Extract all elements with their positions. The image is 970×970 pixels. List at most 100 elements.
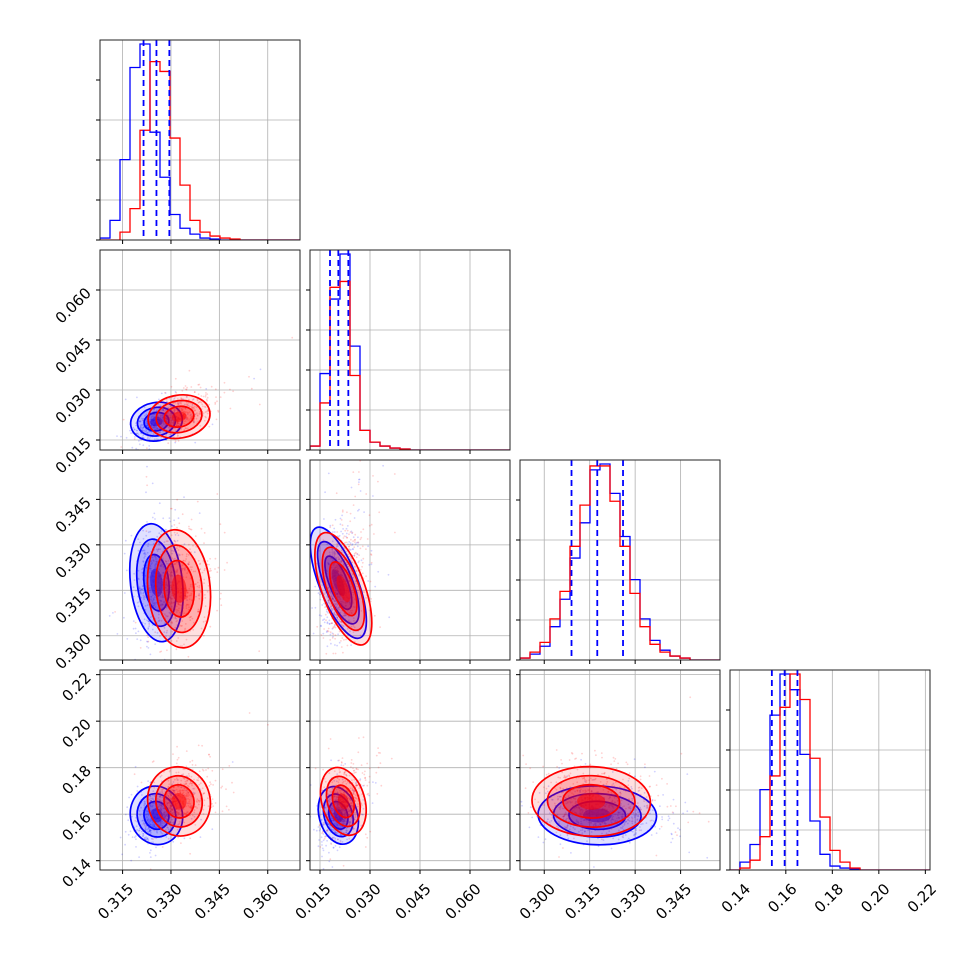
panel-2-0-point xyxy=(161,595,164,597)
panel-2-1-point xyxy=(344,614,347,616)
panel-1-0-point xyxy=(180,402,183,405)
panel-3-1-contour-0-2 xyxy=(327,800,349,830)
panel-2-0-point xyxy=(156,548,158,551)
panel-3-1-density-0-3 xyxy=(333,808,344,823)
panel-3-0-point xyxy=(135,835,137,837)
panel-3-0-point xyxy=(158,799,161,801)
panel-2-1-point xyxy=(351,612,353,615)
panel-3-0-point xyxy=(183,789,185,792)
panel-2-0-point xyxy=(181,620,184,622)
panel-3-0-point xyxy=(173,791,176,794)
panel-2-1-point xyxy=(352,471,355,473)
panel-3-0-point xyxy=(161,820,164,823)
panel-2-1-point xyxy=(339,517,342,520)
panel-2-0-point xyxy=(189,566,192,568)
panel-1-0-point xyxy=(170,421,173,424)
panel-2-1-contour-0-1 xyxy=(316,540,360,625)
panel-3-0-point xyxy=(193,792,196,794)
panel-3-2-point xyxy=(557,827,560,829)
panel-2-0-point xyxy=(163,541,166,543)
panel-3-1-point xyxy=(336,802,338,805)
panel-3-0-point xyxy=(142,834,145,837)
panel-3-1-point xyxy=(347,808,350,811)
panel-1-0-point xyxy=(139,420,142,423)
panel-3-1-point xyxy=(320,836,323,839)
panel-3-1-point xyxy=(336,791,339,793)
panel-1-0-point xyxy=(169,416,171,419)
panel-1-0-point xyxy=(200,401,203,404)
panel-3-2-point xyxy=(538,792,541,794)
panel-3-0-point xyxy=(164,814,167,817)
panel-3-0-point xyxy=(150,805,152,807)
panel-1-0-point xyxy=(216,400,218,403)
panel-2-1-point xyxy=(337,664,339,666)
panel-3-0-point xyxy=(176,785,179,788)
panel-2-0-point xyxy=(143,557,146,559)
panel-2-1-point xyxy=(346,511,348,514)
panel-1-0-point xyxy=(146,425,148,427)
panel-2-1-point xyxy=(343,663,345,665)
panel-1-1-marks xyxy=(310,250,510,450)
panel-3-0-point xyxy=(127,833,130,836)
panel-3-1-point xyxy=(334,791,336,793)
panel-3-0-point xyxy=(152,798,155,801)
panel-2-0-point xyxy=(156,560,158,563)
panel-1-0-point xyxy=(156,427,159,430)
panel-3-0-point xyxy=(159,795,162,798)
panel-2-0-point xyxy=(189,577,192,580)
panel-2-0-point xyxy=(137,549,140,552)
panel-3-0-point xyxy=(181,789,184,792)
panel-3-0-point xyxy=(165,836,168,838)
panel-2-1-point xyxy=(337,570,340,572)
panel-2-1-point xyxy=(359,490,362,492)
panel-2-0-point xyxy=(182,576,185,578)
panel-2-0-point xyxy=(189,616,192,618)
panel-2-0-point xyxy=(147,620,150,623)
panel-2-1-point xyxy=(319,593,321,596)
panel-1-0-point xyxy=(176,422,179,424)
panel-2-1-point xyxy=(344,541,347,544)
panel-3-0-point xyxy=(124,843,126,846)
panel-2-0-point xyxy=(186,572,189,574)
panel-3-1-point xyxy=(338,807,341,810)
panel-1-0-point xyxy=(191,399,194,401)
panel-2-1-point xyxy=(352,576,355,579)
panel-2-0-point xyxy=(148,589,151,592)
panel-3-1-point xyxy=(340,825,342,828)
panel-2-0-point xyxy=(206,560,209,562)
panel-1-0-point xyxy=(253,377,256,380)
panel-2-1-point xyxy=(354,551,357,554)
panel-3-0-point xyxy=(160,807,162,809)
panel-3-2-point xyxy=(566,775,569,778)
panel-3-2-point xyxy=(579,791,581,794)
panel-3-0-point xyxy=(189,837,192,840)
panel-3-1-point xyxy=(324,806,327,809)
panel-2-0-point xyxy=(198,593,201,595)
panel-2-1-point xyxy=(353,619,355,622)
panel-2-1-point xyxy=(327,562,330,565)
panel-3-1-point xyxy=(331,788,334,791)
panel-2-0-point xyxy=(132,586,135,589)
panel-3-0-point xyxy=(172,789,174,792)
panel-3-0-point xyxy=(147,831,150,833)
panel-3-1-point xyxy=(359,779,361,782)
panel-3-0-point xyxy=(110,876,112,878)
panel-2-0-point xyxy=(184,627,187,630)
panel-1-0-point xyxy=(176,421,178,424)
panel-3-1-point xyxy=(351,787,354,790)
panel-3-1-point xyxy=(349,802,352,804)
panel-2-0-point xyxy=(198,597,201,600)
panel-1-0-point xyxy=(176,402,179,404)
panel-2-1-point xyxy=(338,641,341,644)
panel-2-1-point xyxy=(332,608,335,611)
panel-3-2-point xyxy=(605,803,608,806)
panel-2-0-point xyxy=(188,561,191,564)
panel-3-0-point xyxy=(129,830,132,833)
panel-3-1-point xyxy=(348,809,351,812)
panel-3-1-point xyxy=(364,776,367,779)
panel-3-1-point xyxy=(344,773,347,776)
panel-3-0-point xyxy=(146,810,149,813)
panel-2-1-point xyxy=(325,619,327,622)
panel-3-0-point xyxy=(188,794,191,796)
panel-3-2-point xyxy=(659,805,661,808)
